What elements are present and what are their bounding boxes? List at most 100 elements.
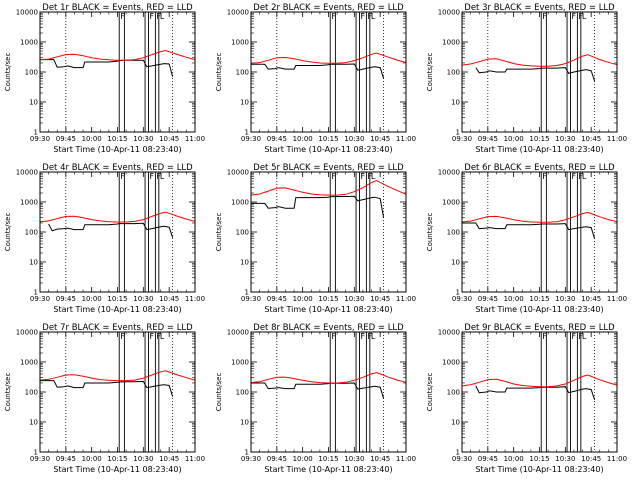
flag-label: F	[150, 172, 155, 181]
x-tick-label: 10:00	[82, 295, 102, 303]
y-tick-label: 100	[236, 229, 249, 237]
x-tick-label: 11:00	[185, 295, 205, 303]
flag-label: F	[578, 332, 583, 341]
y-tick-label: 1000	[231, 199, 249, 207]
x-tick-label: 11:00	[607, 295, 627, 303]
y-tick-label: 1000	[231, 39, 249, 47]
y-tick-label: 10	[29, 419, 38, 427]
y-tick-label: 10	[29, 259, 38, 267]
x-tick-label: 09:30	[241, 455, 261, 463]
y-tick-label: 1000	[20, 359, 38, 367]
lld-series-line	[39, 211, 196, 223]
y-tick-label: 1	[34, 129, 38, 137]
y-tick-label: 10	[240, 259, 249, 267]
panel-det-4r: Det 4r BLACK = Events, RED = LLD Counts/s…	[4, 163, 205, 314]
x-tick-label: 10:15	[107, 135, 127, 143]
x-tick-label: 09:30	[30, 455, 50, 463]
flag-label: F	[542, 12, 547, 21]
flag-label: L	[582, 332, 587, 341]
x-tick-label: 11:00	[607, 455, 627, 463]
x-tick-label: 09:45	[56, 135, 76, 143]
y-tick-label: 1	[456, 449, 460, 457]
y-tick-label: 10000	[16, 9, 38, 17]
y-tick-label: 1000	[231, 359, 249, 367]
x-tick-label: 10:00	[293, 295, 313, 303]
flag-label: F	[542, 172, 547, 181]
x-tick-label: 10:00	[82, 135, 102, 143]
lld-series-line	[461, 54, 618, 67]
y-tick-label: 1000	[442, 359, 460, 367]
y-axis-label: Counts/sec	[215, 373, 223, 412]
y-tick-label: 1	[34, 289, 38, 297]
plot-frame	[461, 331, 618, 453]
plot-frame	[461, 171, 618, 293]
x-tick-label: 10:30	[344, 135, 364, 143]
flag-label: F	[572, 172, 577, 181]
y-tick-label: 10	[451, 419, 460, 427]
x-tick-label: 09:30	[452, 135, 472, 143]
flag-label: F	[542, 332, 547, 341]
plot-frame	[250, 171, 407, 293]
plot-frame	[39, 171, 196, 293]
panel-title: Det 2r BLACK = Events, RED = LLD	[253, 3, 404, 13]
flag-label: F	[331, 12, 336, 21]
y-tick-label: 1000	[20, 39, 38, 47]
events-series-line	[251, 195, 385, 218]
lld-series-line	[461, 211, 618, 223]
x-tick-label: 11:00	[607, 135, 627, 143]
x-tick-label: 09:45	[267, 455, 287, 463]
y-tick-label: 1000	[20, 199, 38, 207]
x-tick-label: 10:15	[107, 295, 127, 303]
x-tick-label: 09:45	[56, 455, 76, 463]
y-axis-label: Counts/sec	[426, 373, 434, 412]
y-tick-label: 10000	[438, 329, 460, 337]
flag-label: F	[120, 332, 125, 341]
flag-label: F	[156, 12, 161, 21]
x-tick-label: 09:45	[267, 135, 287, 143]
flag-label: F	[361, 12, 366, 21]
flag-label: L	[160, 12, 165, 21]
events-series-line	[40, 59, 174, 77]
flag-label: F	[361, 172, 366, 181]
y-tick-label: 10000	[227, 169, 249, 177]
x-axis-label: Start Time (10-Apr-11 08:23:40)	[475, 305, 603, 314]
panel-title: Det 5r BLACK = Events, RED = LLD	[253, 163, 404, 173]
x-tick-label: 09:30	[30, 135, 50, 143]
x-tick-label: 10:45	[370, 295, 390, 303]
flag-label: F	[156, 172, 161, 181]
x-axis-label: Start Time (10-Apr-11 08:23:40)	[53, 465, 181, 474]
panel-det-9r: Det 9r BLACK = Events, RED = LLD Counts/s…	[426, 323, 627, 474]
flag-label: F	[367, 12, 372, 21]
panel-title: Det 7r BLACK = Events, RED = LLD	[42, 323, 193, 333]
x-tick-label: 09:30	[30, 295, 50, 303]
x-axis-label: Start Time (10-Apr-11 08:23:40)	[264, 145, 392, 154]
x-tick-label: 10:30	[344, 295, 364, 303]
y-tick-label: 1	[245, 129, 249, 137]
y-tick-label: 1	[245, 449, 249, 457]
y-tick-label: 10000	[16, 329, 38, 337]
flag-label: L	[371, 172, 376, 181]
x-axis-label: Start Time (10-Apr-11 08:23:40)	[475, 145, 603, 154]
y-axis-label: Counts/sec	[426, 213, 434, 252]
x-tick-label: 11:00	[396, 135, 416, 143]
events-series-line	[475, 385, 596, 400]
flag-label: F	[578, 172, 583, 181]
x-tick-label: 10:30	[344, 455, 364, 463]
events-series-line	[462, 222, 596, 239]
flag-label: F	[367, 172, 372, 181]
y-tick-label: 10	[240, 419, 249, 427]
y-axis-label: Counts/sec	[215, 53, 223, 92]
y-tick-label: 10000	[438, 169, 460, 177]
x-tick-label: 10:30	[133, 295, 153, 303]
y-tick-label: 100	[25, 229, 38, 237]
x-tick-label: 10:30	[555, 295, 575, 303]
flag-label: L	[371, 12, 376, 21]
y-tick-label: 10000	[227, 9, 249, 17]
x-tick-label: 11:00	[396, 455, 416, 463]
y-tick-label: 1000	[442, 39, 460, 47]
x-tick-label: 10:30	[555, 135, 575, 143]
y-tick-label: 10000	[227, 329, 249, 337]
flag-label: F	[367, 332, 372, 341]
flag-label: F	[572, 12, 577, 21]
x-tick-label: 10:45	[581, 135, 601, 143]
